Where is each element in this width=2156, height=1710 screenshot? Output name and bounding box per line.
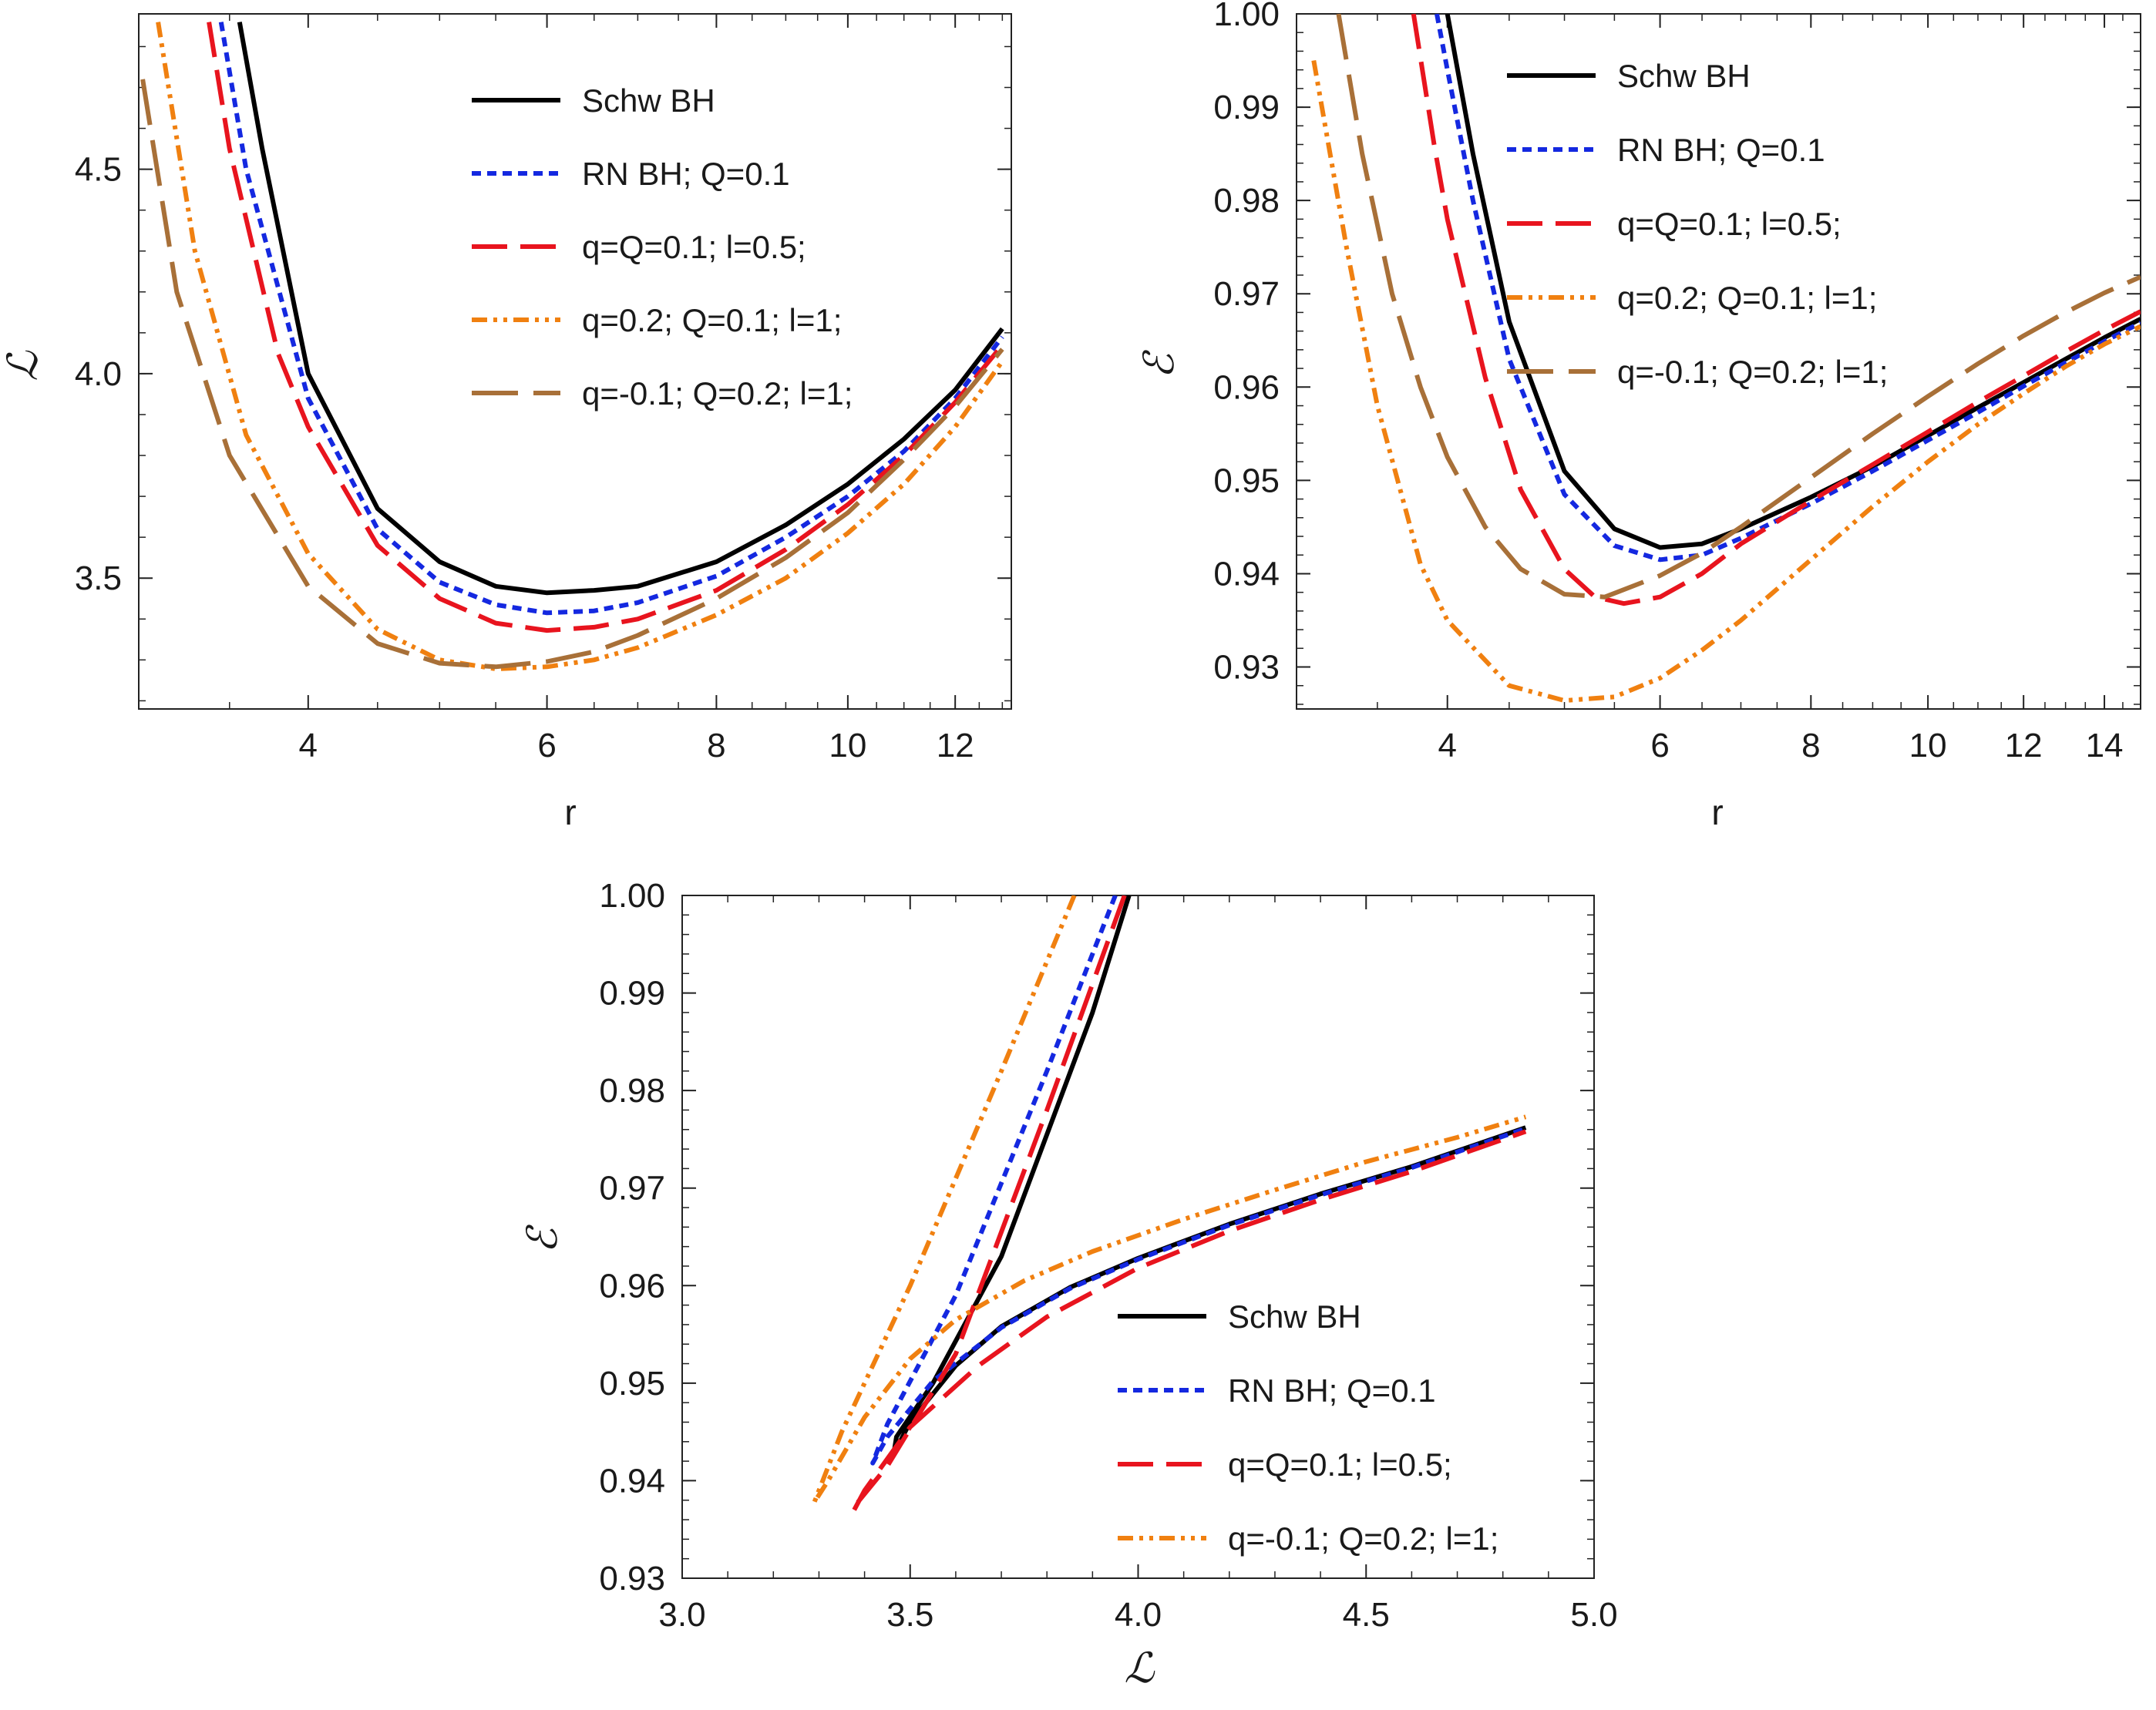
y-tick-label: 3.5 xyxy=(75,559,122,597)
x-tick-label: 8 xyxy=(707,727,725,764)
series-group xyxy=(1311,14,2141,704)
x-tick-label: 4 xyxy=(299,727,318,764)
y-tick-label: 0.96 xyxy=(1213,368,1280,406)
legend-label-rn-bh-q-0-1: RN BH; Q=0.1 xyxy=(1228,1372,1436,1409)
plot-frame xyxy=(138,13,1012,710)
series-group xyxy=(812,895,1527,1514)
y-tick-label: 4.5 xyxy=(75,151,122,189)
y-tick-label: 0.95 xyxy=(599,1365,665,1403)
y-tick-label: 0.94 xyxy=(599,1462,665,1500)
series-group xyxy=(140,22,1004,671)
y-tick-label: 0.96 xyxy=(599,1267,665,1305)
y-tick-label: 0.97 xyxy=(599,1170,665,1208)
y-tick-label: 0.98 xyxy=(599,1072,665,1110)
legend-label-rn-bh-q-0-1: RN BH; Q=0.1 xyxy=(582,156,790,192)
series-line-schw-bh xyxy=(891,895,1527,1456)
y-tick-label: 1.00 xyxy=(1213,0,1280,33)
legend-label-schw-bh: Schw BH xyxy=(1617,58,1751,94)
series-line-q-0-1-q-0-2-l-1 xyxy=(1336,14,2141,600)
series-line-rn-bh-q-0-1 xyxy=(218,22,1004,616)
y-tick-label: 0.98 xyxy=(1213,182,1280,220)
y-tick-label: 0.99 xyxy=(599,975,665,1013)
y-axis-label: ℰ xyxy=(1135,349,1183,378)
x-tick-label: 3.0 xyxy=(658,1596,705,1634)
series-line-q-q-0-1-l-0-5 xyxy=(1411,14,2141,606)
series-line-q-0-2-q-0-1-l-1 xyxy=(156,22,1004,671)
legend: Schw BH RN BH; Q=0.1 q=Q=0.1; l=0.5; q=-0.1… xyxy=(1118,1298,1498,1557)
x-tick-label: 3.5 xyxy=(886,1596,933,1634)
plot-frame xyxy=(1296,13,2141,710)
series-line-rn-bh-q-0-1 xyxy=(1435,14,2141,563)
y-tick-label: 0.93 xyxy=(599,1560,665,1597)
x-tick-label: 4.5 xyxy=(1343,1596,1390,1634)
panel-energy-angular-momentum-r: 4 6 8 10 12 3.5 4.0 4.5 r ℒ Schw BH RN BH; Q=0.1 q=Q… xyxy=(0,13,1012,832)
series-line-q-q-0-1-l-0-5 xyxy=(207,22,1004,633)
y-tick-label: 0.95 xyxy=(1213,462,1280,499)
legend-label-q-0-2-q-0-1-l-1: q=0.2; Q=0.1; l=1; xyxy=(582,302,842,338)
x-tick-label: 12 xyxy=(937,727,974,764)
legend-label-q-q-0-1-l-0-5: q=Q=0.1; l=0.5; xyxy=(1617,206,1842,242)
x-tick-label: 8 xyxy=(1801,727,1820,764)
series-line-q-0-2-q-0-1-l-1 xyxy=(1311,59,2141,704)
y-tick-label: 0.94 xyxy=(1213,555,1280,593)
series-line-q-0-1-q-0-2-l-1 xyxy=(140,79,1004,670)
x-tick-label: 10 xyxy=(1909,727,1947,764)
x-tick-label: 4.0 xyxy=(1115,1596,1162,1634)
y-tick-label: 0.99 xyxy=(1213,89,1280,126)
panel-energy-r: 4 6 8 10 12 14 0.93 0.94 0.95 0.96 0.97 0.98 0.99 1.0… xyxy=(1135,0,2141,832)
x-tick-label: 14 xyxy=(2086,727,2124,764)
x-tick-label: 12 xyxy=(2005,727,2043,764)
series-line-schw-bh xyxy=(237,22,1004,596)
legend-label-q-0-1-q-0-2-l-1: q=-0.1; Q=0.2; l=1; xyxy=(1228,1520,1498,1557)
legend-label-q-0-2-q-0-1-l-1: q=0.2; Q=0.1; l=1; xyxy=(1617,280,1877,316)
y-tick-label: 1.00 xyxy=(599,877,665,915)
panel-energy-vs-angular-momentum: 3.0 3.5 4.0 4.5 5.0 0.93 0.94 0.95 0.96 0.97 0.98 0… xyxy=(518,877,1618,1692)
legend-label-rn-bh-q-0-1: RN BH; Q=0.1 xyxy=(1617,132,1825,168)
series-line-q-q-0-1-l-0-5 xyxy=(850,895,1527,1514)
series-line-q-0-1-q-0-2-l-1 xyxy=(812,895,1527,1505)
x-axis-label: r xyxy=(1711,792,1723,832)
y-tick-label: 0.97 xyxy=(1213,275,1280,313)
series-line-rn-bh-q-0-1 xyxy=(870,895,1527,1466)
y-tick-label: 0.93 xyxy=(1213,649,1280,687)
y-axis-label: ℰ xyxy=(518,1224,567,1253)
y-tick-label: 4.0 xyxy=(75,355,122,393)
legend-label-schw-bh: Schw BH xyxy=(582,82,715,119)
x-axis-label: ℒ xyxy=(1125,1644,1155,1692)
x-tick-label: 4 xyxy=(1438,727,1456,764)
legend-label-schw-bh: Schw BH xyxy=(1228,1298,1361,1335)
legend-label-q-0-1-q-0-2-l-1: q=-0.1; Q=0.2; l=1; xyxy=(1617,354,1888,390)
x-axis-label: r xyxy=(564,792,576,832)
x-tick-label: 10 xyxy=(829,727,866,764)
x-tick-label: 6 xyxy=(537,727,556,764)
legend-label-q-q-0-1-l-0-5: q=Q=0.1; l=0.5; xyxy=(582,229,806,265)
legend: Schw BH RN BH; Q=0.1 q=Q=0.1; l=0.5; q=0.2;… xyxy=(472,82,853,412)
x-tick-label: 5.0 xyxy=(1570,1596,1617,1634)
y-axis-label: ℒ xyxy=(0,350,47,381)
legend-label-q-q-0-1-l-0-5: q=Q=0.1; l=0.5; xyxy=(1228,1446,1452,1483)
series-line-schw-bh xyxy=(1445,14,2141,550)
legend: Schw BH RN BH; Q=0.1 q=Q=0.1; l=0.5; q=0.2;… xyxy=(1507,58,1888,390)
x-tick-label: 6 xyxy=(1650,727,1669,764)
legend-label-q-0-1-q-0-2-l-1: q=-0.1; Q=0.2; l=1; xyxy=(582,375,853,412)
